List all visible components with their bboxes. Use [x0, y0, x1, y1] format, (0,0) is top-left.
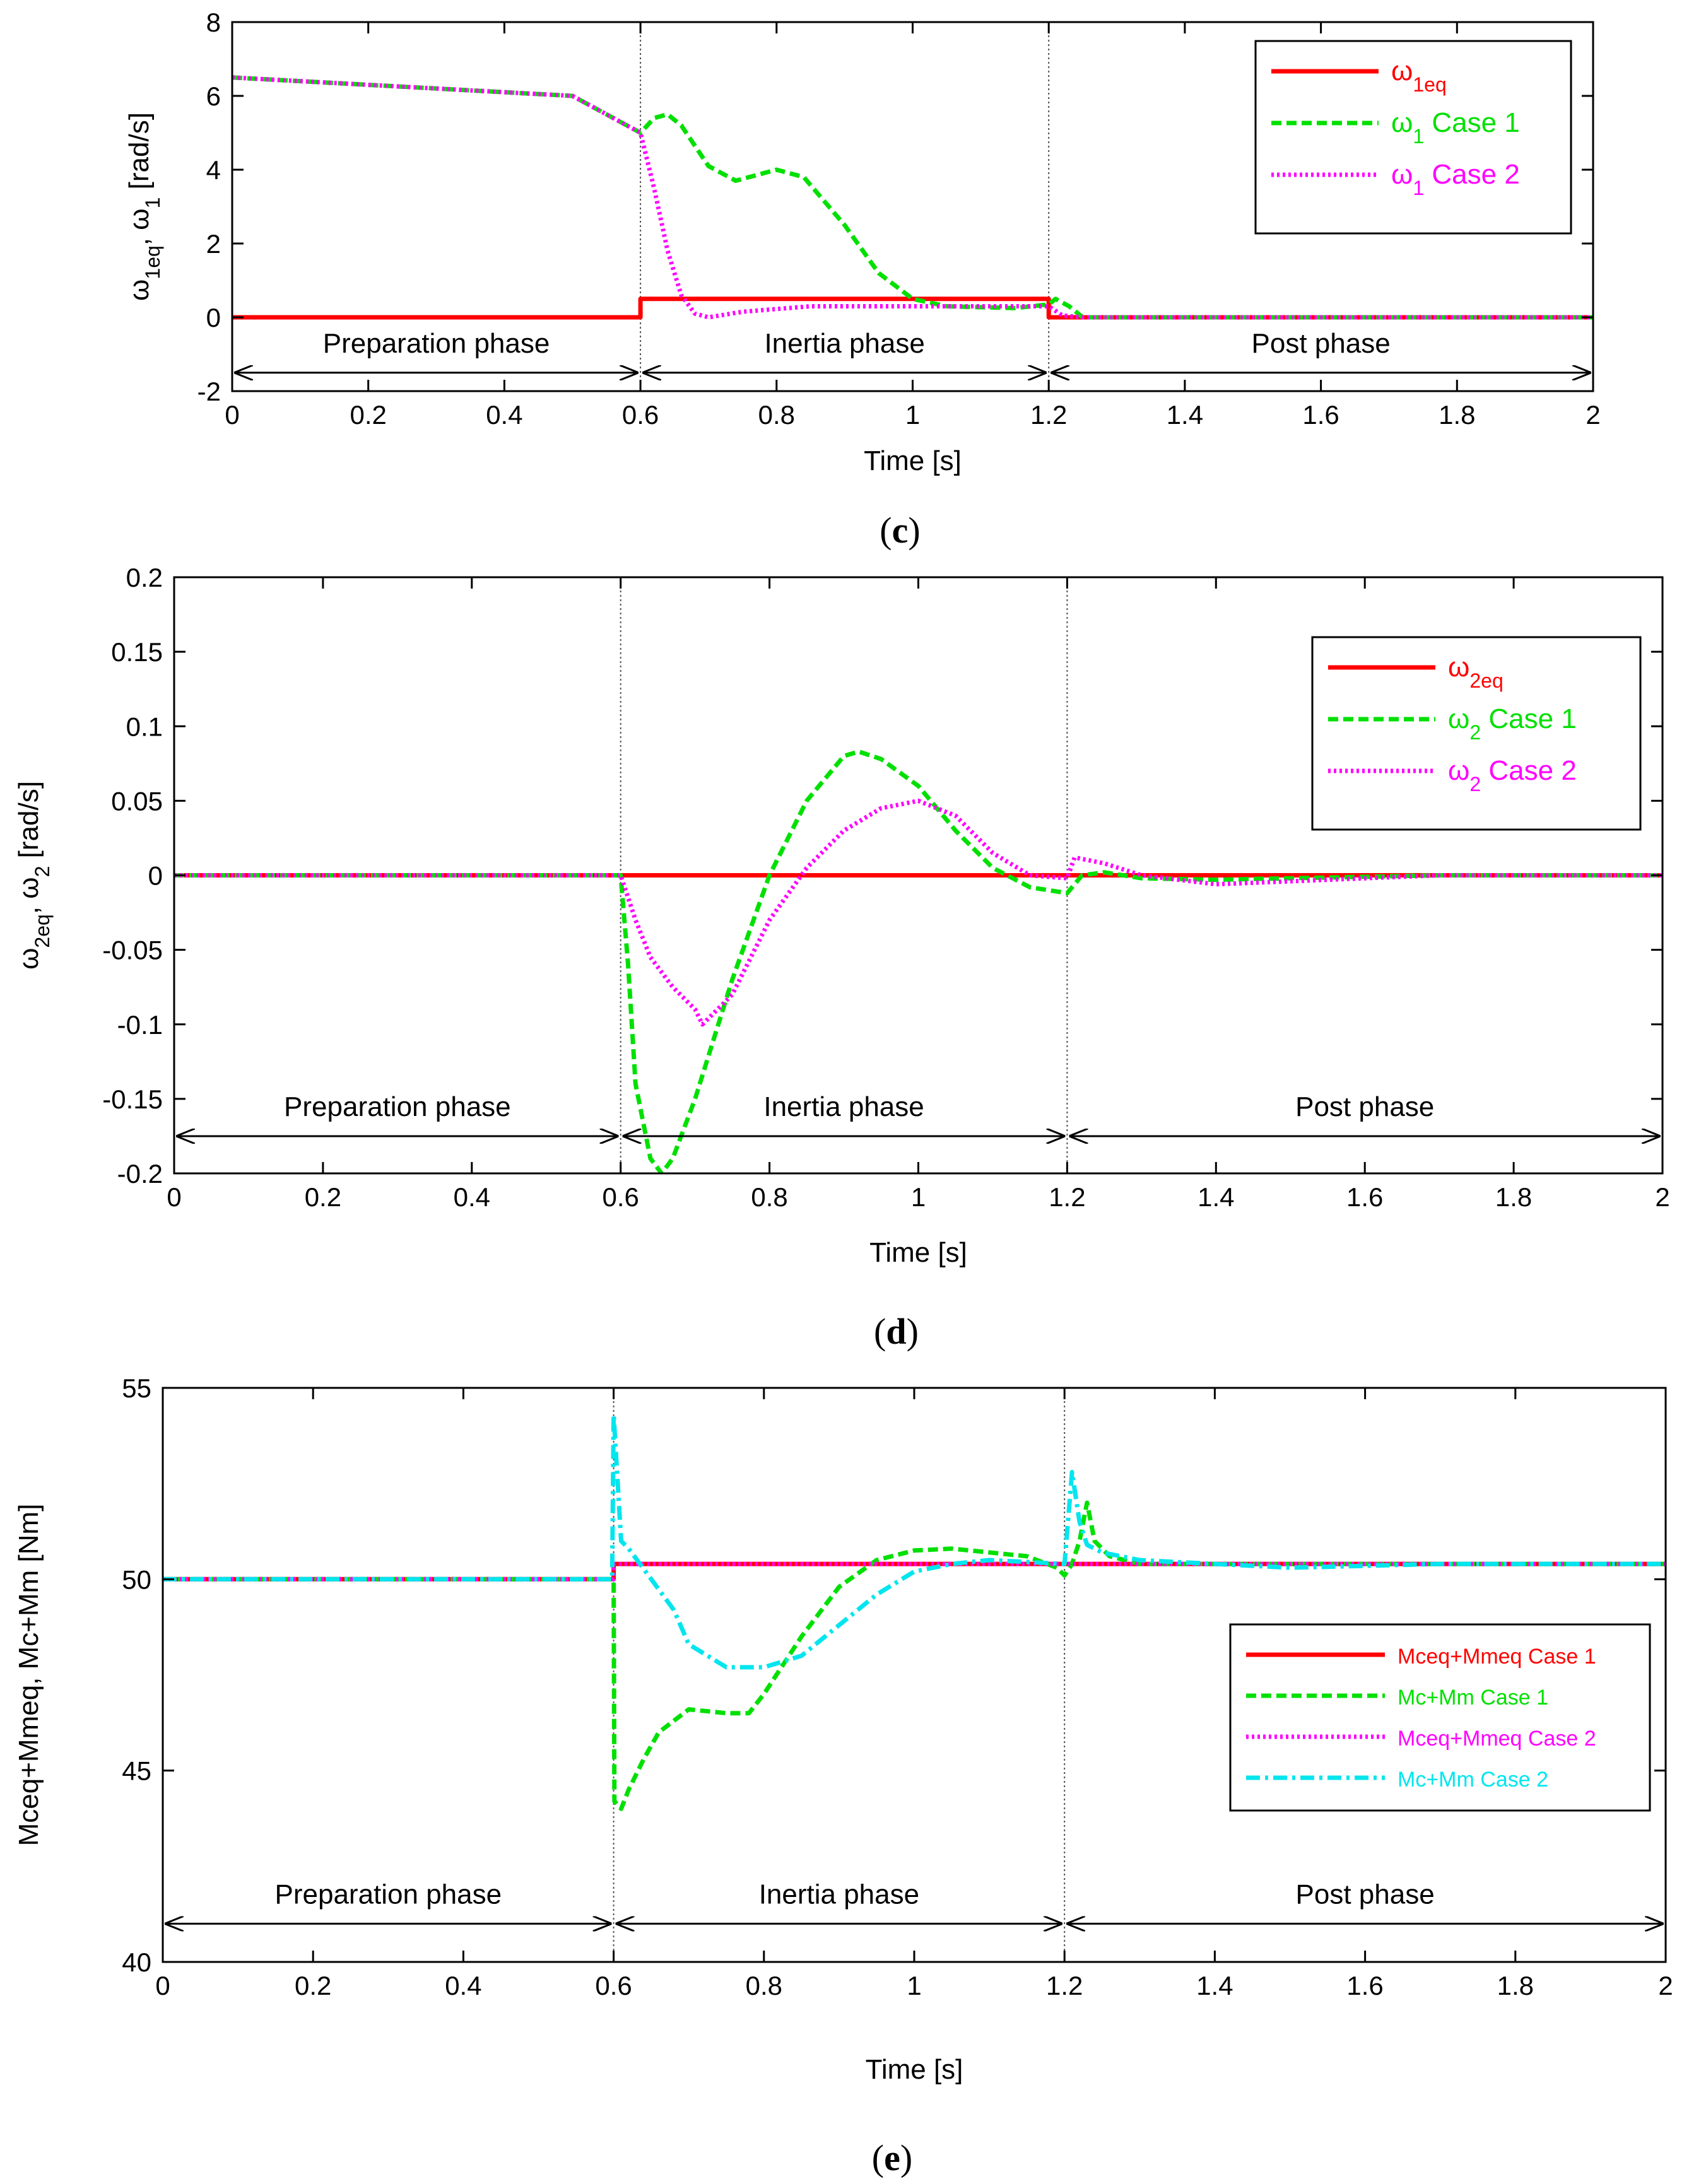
y-tick-label: 0.2 — [126, 563, 163, 592]
chart-panel-c: 0 0.2 0.4 0.6 0.8 1 1.2 1.4 1.6 1.8 2-202468Prepar… — [124, 8, 1601, 551]
legend: Mceq+Mmeq Case 1 Mc+Mm Case 1 Mceq+Mmeq Ca… — [1229, 1623, 1651, 1812]
y-tick-label: 0 — [148, 861, 163, 891]
y-axis-label: ω2eq, ω2 [rad/s] — [13, 781, 54, 970]
x-tick-label: 0 — [167, 1182, 181, 1212]
panel-label: (e) — [872, 2137, 912, 2178]
legend-label-3: ω1 Case 2 — [1391, 159, 1520, 199]
y-tick-label: 8 — [206, 8, 221, 37]
legend-label-2: Mc+Mm Case 1 — [1398, 1686, 1548, 1710]
series-line-3 — [232, 75, 1593, 320]
x-tick-label: 1.6 — [1346, 1182, 1383, 1212]
x-tick-label: 1.2 — [1030, 400, 1067, 430]
x-tick-label: 1.8 — [1497, 1971, 1534, 2000]
x-tick-label: 0 — [155, 1971, 170, 2000]
legend-label-1: ω2eq — [1448, 652, 1504, 692]
series-line-1 — [232, 296, 1593, 320]
x-tick-label: 1.8 — [1439, 400, 1475, 430]
y-tick-label: 0 — [206, 303, 221, 332]
legend-label-2: ω2 Case 1 — [1448, 703, 1577, 744]
phase-label: Inertia phase — [763, 1091, 924, 1122]
y-axis-label: Mceq+Mmeq, Mc+Mm [Nm] — [13, 1504, 44, 1846]
panel-label: (d) — [874, 1311, 919, 1352]
y-tick-label: 0.15 — [111, 637, 163, 667]
x-tick-label: 1.4 — [1167, 400, 1203, 430]
phase-label: Post phase — [1295, 1091, 1434, 1122]
x-tick-label: 0.2 — [350, 400, 387, 430]
phase-label: Post phase — [1296, 1879, 1435, 1910]
x-tick-label: 1.4 — [1196, 1971, 1233, 2000]
phase-label: Post phase — [1252, 328, 1391, 359]
legend-label-2: ω1 Case 1 — [1391, 107, 1520, 148]
x-tick-label: 0.4 — [454, 1182, 490, 1212]
x-tick-label: 2 — [1658, 1971, 1673, 2000]
x-tick-label: 1.6 — [1302, 400, 1339, 430]
series-line-3 — [174, 798, 1663, 1027]
x-tick-label: 1.4 — [1198, 1182, 1234, 1212]
x-tick-label: 0.6 — [595, 1971, 632, 2000]
y-tick-label: -0.15 — [102, 1084, 163, 1114]
y-tick-label: -0.05 — [102, 936, 163, 965]
chart-panel-d: 0 0.2 0.4 0.6 0.8 1 1.2 1.4 1.6 1.8 2 -0.2 -0.15 -0.1… — [13, 563, 1670, 1352]
y-tick-label: 0.1 — [126, 712, 163, 741]
series-line-2 — [163, 1500, 1666, 1811]
y-tick-label: 4 — [206, 155, 221, 185]
x-tick-label: 0.6 — [622, 400, 659, 430]
x-tick-label: 0.4 — [486, 400, 522, 430]
x-tick-label: 0.8 — [746, 1971, 782, 2000]
legend-label-1: Mceq+Mmeq Case 1 — [1398, 1645, 1596, 1669]
x-tick-label: 1.6 — [1346, 1971, 1383, 2000]
x-tick-label: 0.4 — [445, 1971, 481, 2000]
y-tick-label: 2 — [206, 229, 221, 259]
series-line-1 — [163, 1561, 1666, 1582]
x-tick-label: 2 — [1586, 400, 1600, 430]
x-tick-label: 1.2 — [1049, 1182, 1085, 1212]
legend: ω2eq ω2 Case 1 ω2 Case 2 — [1311, 636, 1642, 831]
series-line-2 — [174, 749, 1663, 1173]
y-tick-label: 50 — [122, 1565, 151, 1594]
x-axis-label: Time [s] — [866, 2054, 963, 2085]
x-axis-label: Time [s] — [869, 1237, 967, 1268]
x-tick-label: 0.2 — [295, 1971, 331, 2000]
y-tick-label: 55 — [122, 1373, 151, 1403]
series-line-2 — [232, 75, 1593, 320]
legend-label-3: Mceq+Mmeq Case 2 — [1398, 1727, 1596, 1751]
phase-label: Preparation phase — [284, 1091, 511, 1122]
phase-label: Inertia phase — [759, 1879, 919, 1910]
x-tick-label: 1.8 — [1495, 1182, 1532, 1212]
x-tick-label: 1 — [905, 400, 920, 430]
legend-label-3: ω2 Case 2 — [1448, 755, 1577, 796]
y-tick-label: -2 — [197, 377, 221, 406]
y-tick-label: -0.2 — [117, 1159, 163, 1189]
x-tick-label: 0.2 — [305, 1182, 341, 1212]
x-tick-label: 2 — [1655, 1182, 1669, 1212]
y-tick-label: -0.1 — [117, 1010, 163, 1040]
y-axis-label: ω1eq, ω1 [rad/s] — [124, 112, 164, 301]
chart-panel-e: 0 0.2 0.4 0.6 0.8 1 1.2 1.4 1.6 1.8 2 40 45 50 55 Prepa… — [13, 1373, 1673, 2178]
x-tick-label: 0.8 — [758, 400, 795, 430]
series-line-4 — [163, 1412, 1666, 1670]
x-tick-label: 0.8 — [751, 1182, 787, 1212]
phase-label: Preparation phase — [275, 1879, 502, 1910]
x-axis-label: Time [s] — [864, 445, 962, 476]
series-group — [232, 75, 1593, 320]
x-tick-label: 1 — [911, 1182, 926, 1212]
panel-label: (c) — [880, 510, 920, 551]
legend: ω1eq ω1 Case 1 ω1 Case 2 — [1254, 40, 1572, 235]
series-group — [174, 749, 1663, 1173]
legend-label-4: Mc+Mm Case 2 — [1398, 1768, 1548, 1792]
phase-label: Preparation phase — [323, 328, 550, 359]
x-tick-label: 0 — [225, 400, 239, 430]
y-tick-label: 45 — [122, 1756, 151, 1786]
series-line-3 — [163, 1561, 1666, 1582]
series-group — [163, 1412, 1666, 1811]
y-tick-label: 6 — [206, 81, 221, 111]
x-tick-label: 1.2 — [1046, 1971, 1083, 2000]
phase-label: Inertia phase — [764, 328, 924, 359]
x-tick-label: 1 — [907, 1971, 921, 2000]
legend-label-1: ω1eq — [1391, 56, 1447, 96]
y-tick-label: 0.05 — [111, 786, 163, 816]
x-tick-label: 0.6 — [603, 1182, 639, 1212]
y-tick-label: 40 — [122, 1947, 151, 1977]
